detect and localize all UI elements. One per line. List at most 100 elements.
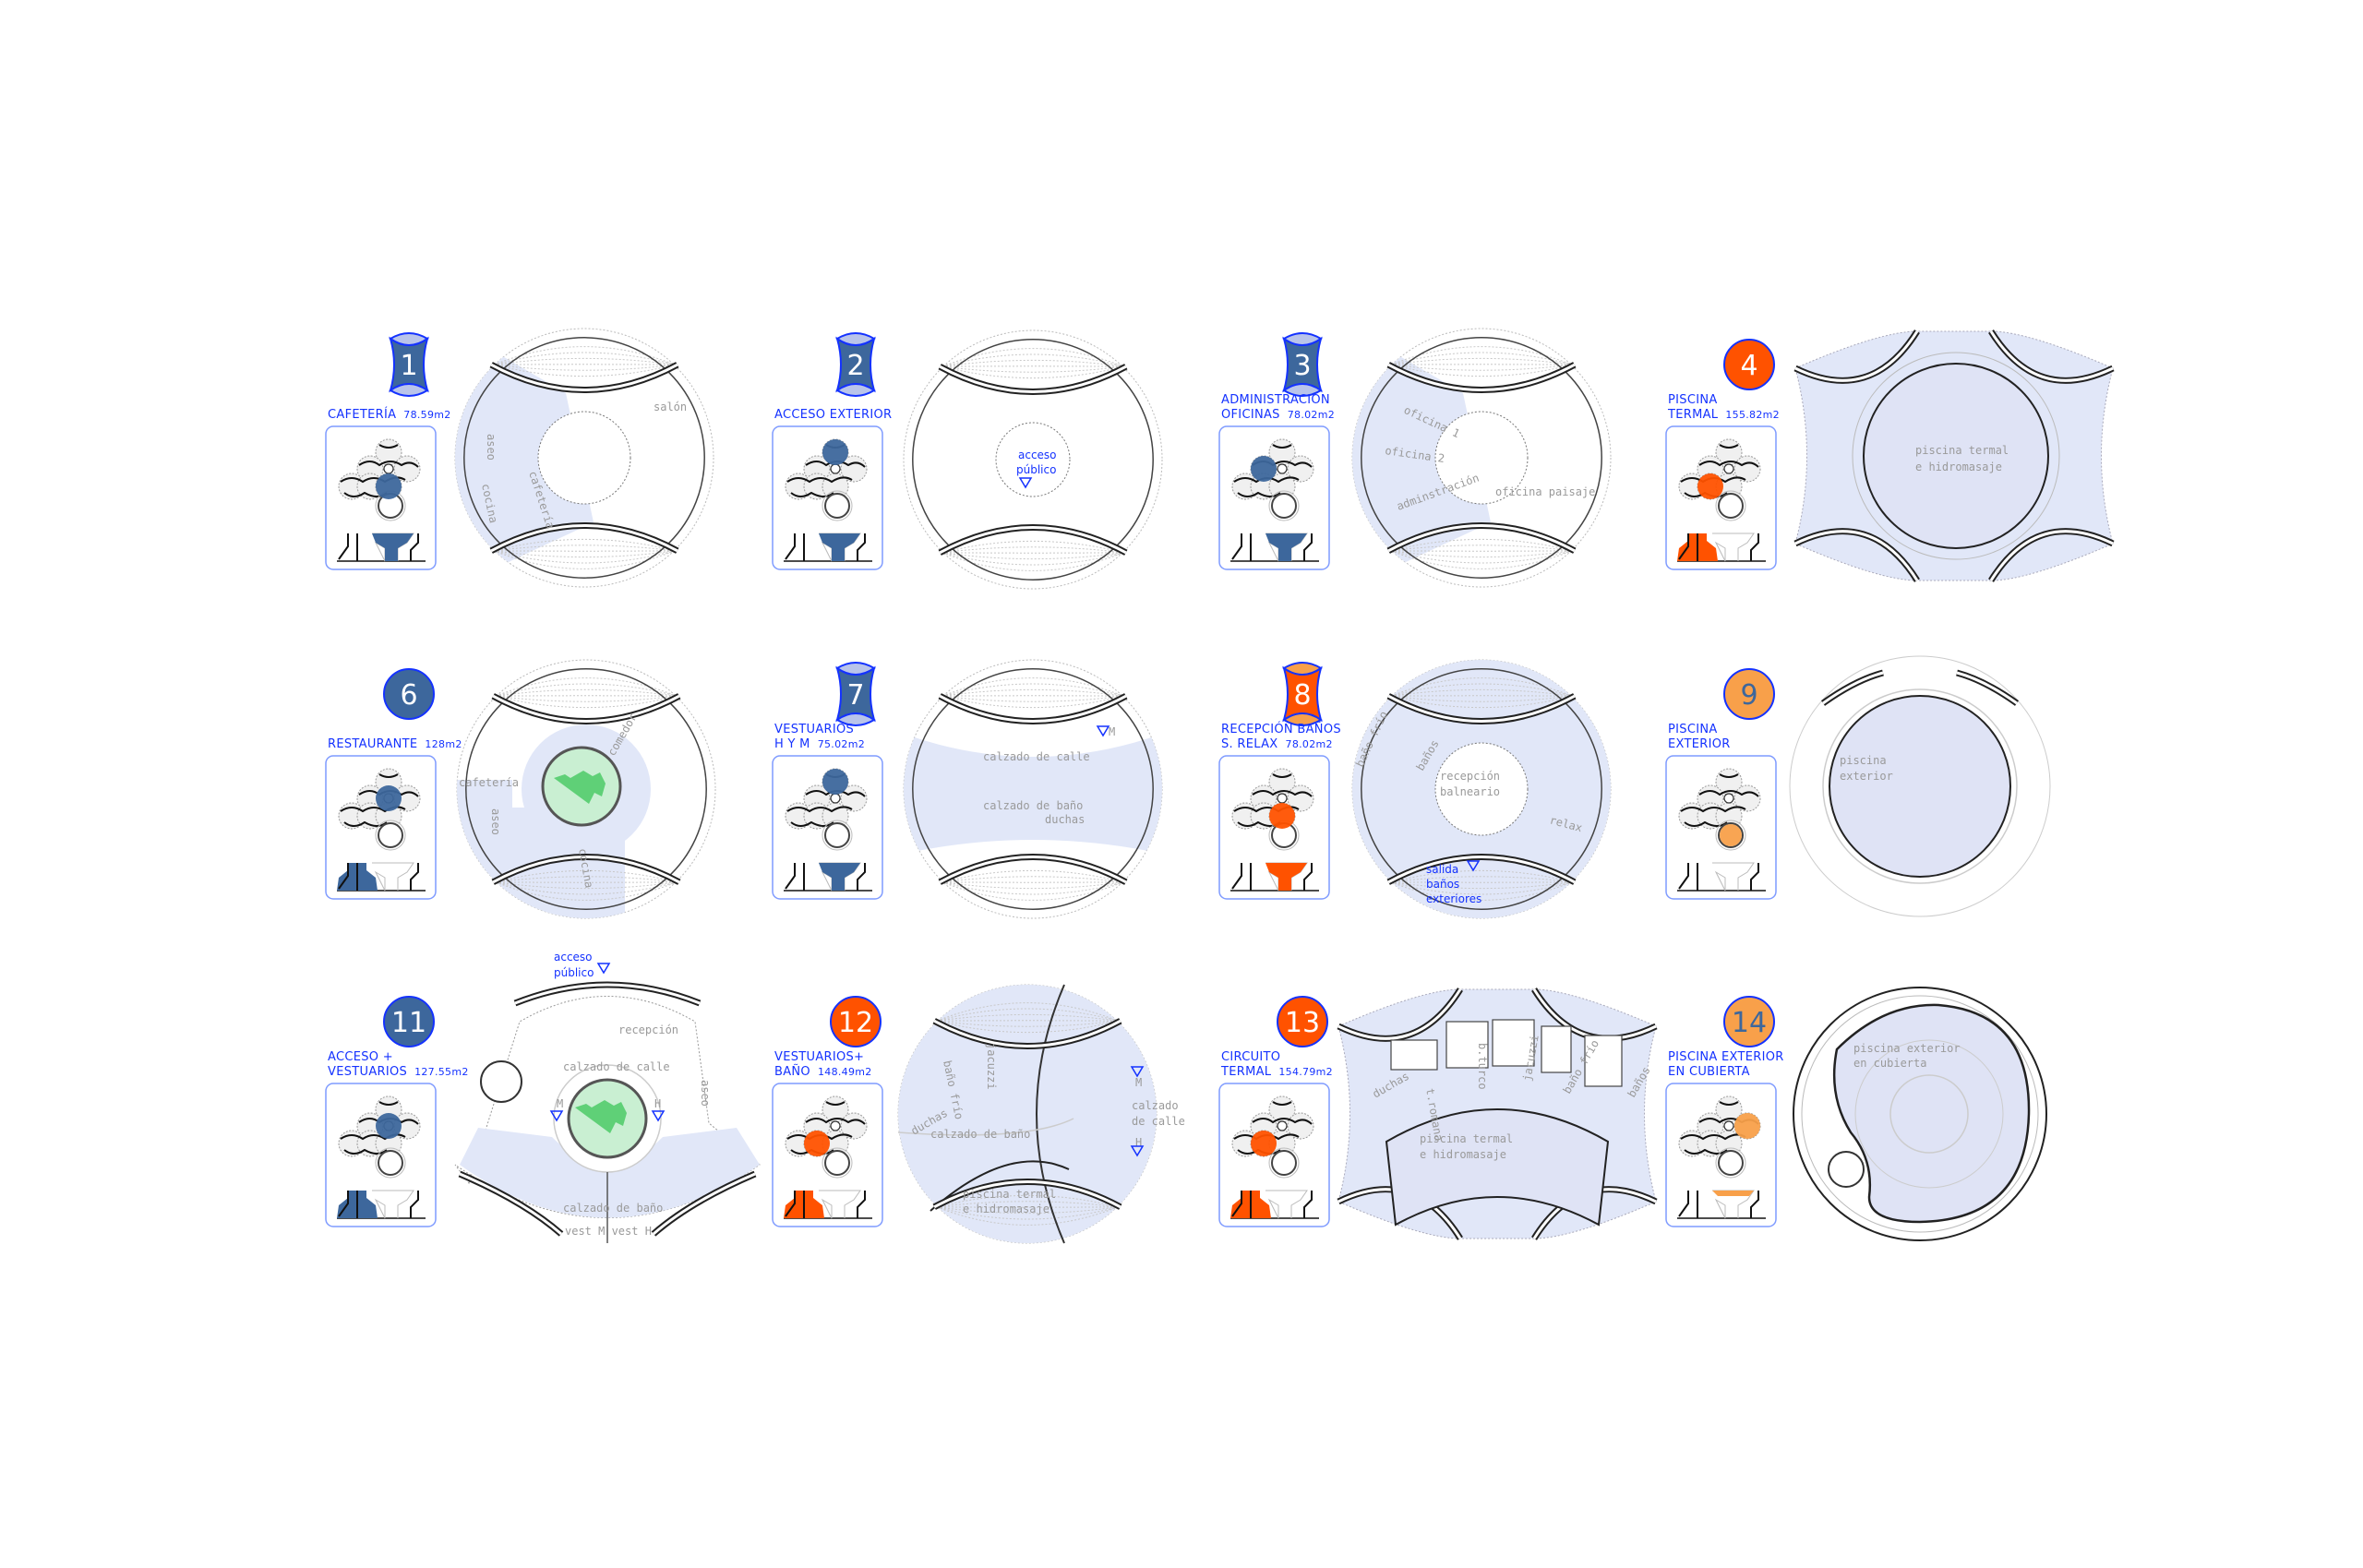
room-label: M: [1109, 725, 1115, 738]
title-text: H Y M: [774, 737, 810, 751]
dotted-line: [495, 876, 678, 883]
access-note: público: [554, 966, 594, 979]
mini-pool-ring-outer: [1268, 490, 1300, 521]
dotted-line: [493, 538, 676, 552]
title-text: BAÑO: [774, 1064, 810, 1079]
location-key-inset: [325, 1083, 437, 1227]
mini-pool-ring: [824, 1150, 850, 1176]
area-value: 78.02m2: [1288, 409, 1335, 421]
pool-grid-ring: [1889, 1074, 1969, 1154]
plan-fill-area: [1352, 329, 1491, 587]
panel-title-line: TERMAL 154.79m2: [1220, 1065, 1333, 1079]
section-wall: [410, 533, 419, 561]
mini-section: [784, 533, 872, 562]
badge-circle-shape: [1277, 996, 1328, 1047]
floor-plan: acceso público: [903, 329, 1163, 590]
panel-2: 2 ACCESO EXTERIOR acceso público: [772, 329, 1163, 590]
mini-site-map: [338, 1095, 421, 1179]
badge-circle-shape: [830, 996, 882, 1047]
roof-edge-line: [1801, 995, 2039, 1233]
room-label: oficina paisaje: [1495, 485, 1595, 498]
badge-cap-bottom: [835, 712, 876, 726]
title-text: CAFETERÍA: [328, 407, 396, 422]
mini-site-map: [338, 768, 421, 851]
mini-module: [840, 1112, 868, 1140]
dotted-line: [942, 546, 1124, 554]
badge-number: 1: [400, 350, 417, 382]
mini-wall: [343, 1148, 388, 1155]
section-wall: [1678, 533, 1698, 561]
dotted-line: [495, 881, 678, 901]
badge: 8: [1282, 662, 1323, 726]
entrance-arrow-icon: [651, 1110, 666, 1122]
location-key-inset: [772, 425, 883, 570]
room-label: calzado de calle: [563, 1060, 670, 1073]
wall-inner: [1956, 671, 2018, 705]
mini-core: [830, 1120, 841, 1131]
badge: 9: [1723, 668, 1775, 720]
badge-number: 7: [846, 679, 864, 712]
mini-pool-ring-outer: [1715, 820, 1746, 851]
panel-title-line: H Y M 75.02m2: [774, 737, 865, 751]
badge-number: 11: [391, 1007, 426, 1039]
mini-module: [1287, 455, 1314, 483]
section-highlight: [819, 863, 860, 891]
dotted-line: [942, 881, 1124, 901]
title-text: PISCINA: [1668, 723, 1718, 736]
location-key-inset: [1665, 425, 1777, 570]
room-label: cafetería: [459, 776, 519, 789]
mini-site-map: [1678, 438, 1761, 521]
room-label: piscina termal: [1420, 1132, 1513, 1145]
room-label: e hidromasaje: [1915, 461, 2002, 473]
section-highlight: [372, 533, 414, 561]
mini-section: [337, 1190, 426, 1219]
area-value: 128m2: [425, 738, 462, 750]
section-wall: [1303, 1191, 1313, 1218]
room-label: piscina termal: [963, 1188, 1056, 1201]
section-outline: [819, 1190, 861, 1219]
mini-section: [337, 862, 426, 892]
mini-pool-ring: [824, 822, 850, 848]
room-label: piscina exterior: [1853, 1042, 1961, 1055]
room-label: en cubierta: [1853, 1057, 1926, 1070]
badge: 2: [835, 332, 876, 397]
mini-pool-ring: [1718, 1150, 1744, 1176]
mini-pool-ring: [1271, 1150, 1297, 1176]
mini-wall: [1252, 790, 1313, 797]
wall-inner: [1794, 330, 1919, 382]
panel-title-line: EN CUBIERTA: [1668, 1065, 1750, 1079]
dotted-line: [942, 688, 1124, 697]
dotted-line: [1390, 364, 1573, 371]
panel-title-line: VESTUARIOS+: [774, 1050, 864, 1064]
panel-title-line: BAÑO 148.49m2: [774, 1064, 872, 1079]
mini-wall: [1237, 491, 1281, 497]
dotted-line: [1390, 550, 1573, 558]
mini-core: [830, 463, 841, 474]
badge: 6: [383, 668, 435, 720]
mini-core: [383, 463, 394, 474]
location-key-inset: [1218, 1083, 1330, 1227]
title-text: OFICINAS: [1221, 408, 1280, 422]
title-text: PISCINA EXTERIOR: [1668, 1050, 1784, 1064]
mini-wall: [1684, 820, 1728, 827]
badge-circle-shape: [1723, 339, 1775, 390]
dotted-line: [1390, 550, 1573, 569]
room-label: exterior: [1840, 770, 1893, 783]
wall-inner: [933, 1019, 1122, 1047]
plan-outer-wall: [912, 339, 1154, 581]
room-label: piscina: [1840, 754, 1887, 767]
section-wall: [857, 863, 866, 891]
room-label: M: [557, 1097, 563, 1110]
entrance-arrow-icon: [1096, 725, 1110, 737]
central-void: [537, 411, 631, 505]
dotted-line: [495, 881, 678, 890]
section-wall: [338, 863, 358, 891]
section-wall: [1231, 533, 1252, 561]
title-text: RECEPCIÓN BAÑOS: [1221, 722, 1341, 736]
mini-highlight: [376, 1113, 402, 1139]
dotted-line: [942, 881, 1124, 890]
mini-highlight: [1697, 473, 1723, 499]
mini-core: [1723, 1120, 1734, 1131]
